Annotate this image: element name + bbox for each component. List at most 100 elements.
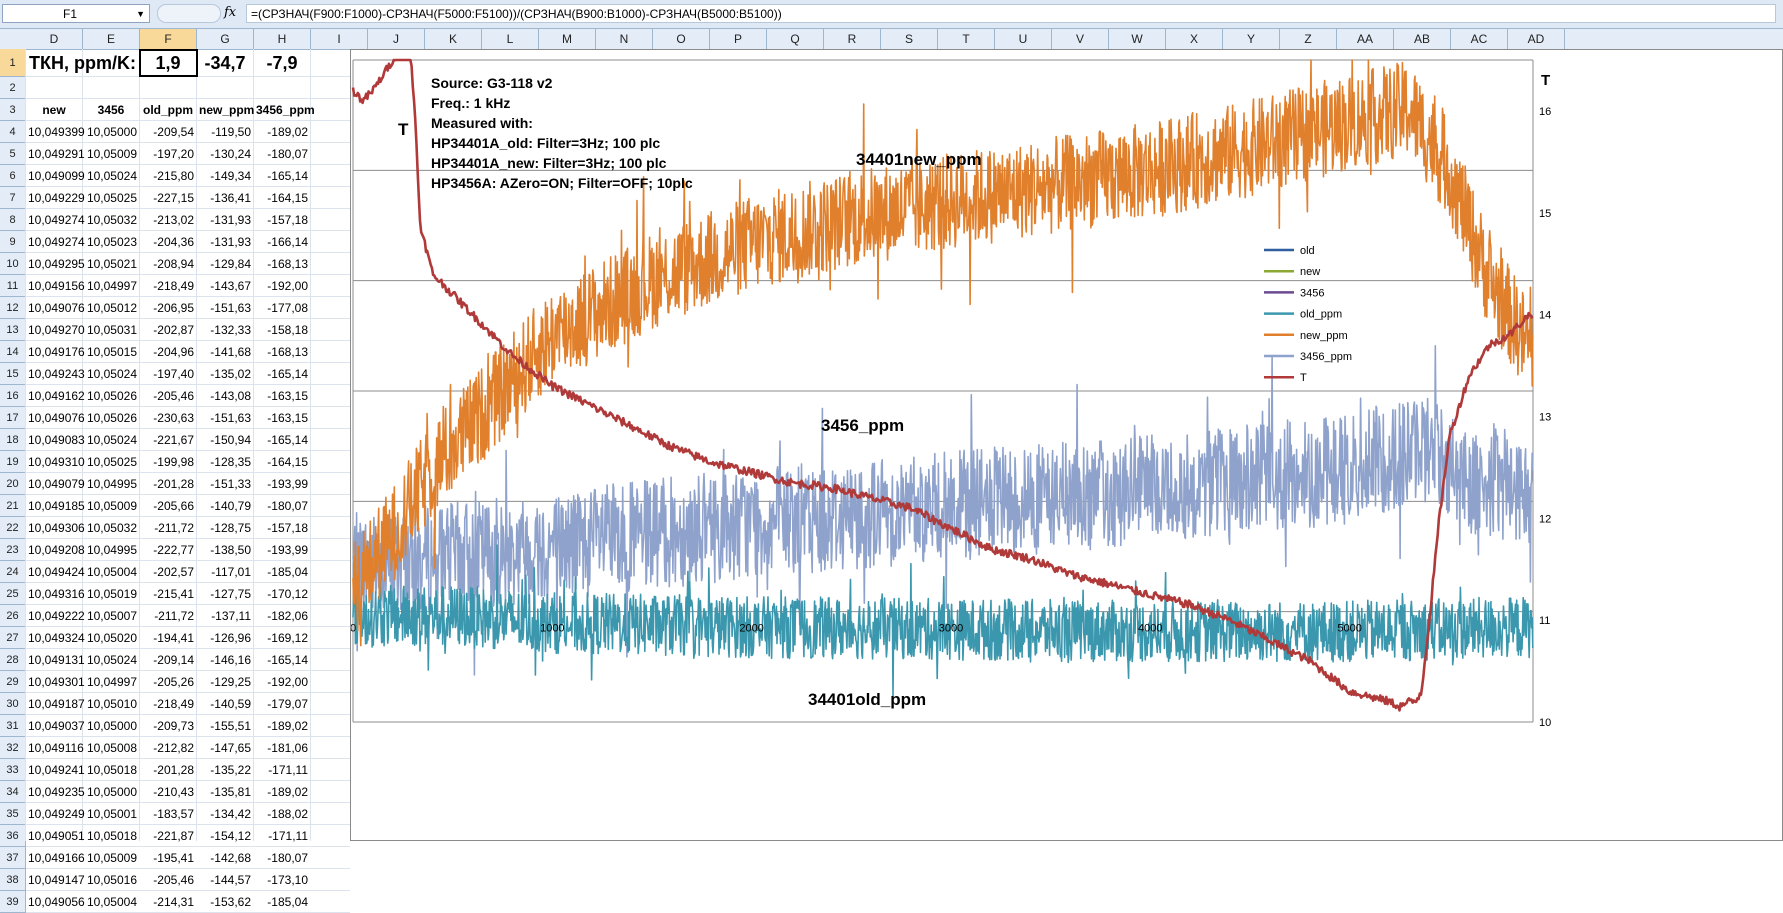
data-cell[interactable]: 10,049208	[28, 543, 85, 557]
data-cell[interactable]: 10,049056	[28, 895, 85, 909]
data-cell[interactable]: 10,049176	[28, 345, 85, 359]
row-header-19[interactable]: 19	[0, 451, 26, 473]
row-header-18[interactable]: 18	[0, 429, 26, 451]
data-cell[interactable]: 10,049324	[28, 631, 85, 645]
data-cell[interactable]: 10,05004	[86, 565, 137, 579]
data-cell[interactable]: -150,94	[210, 433, 251, 447]
data-cell[interactable]: -170,12	[267, 587, 308, 601]
data-cell[interactable]: -146,16	[210, 653, 251, 667]
data-cell[interactable]: -205,26	[153, 675, 194, 689]
column-header-f[interactable]: F	[140, 29, 197, 49]
data-cell[interactable]: 10,049156	[28, 279, 85, 293]
formula-buttons[interactable]	[157, 4, 221, 23]
data-cell[interactable]: 10,05024	[86, 653, 137, 667]
row-header-38[interactable]: 38	[0, 869, 26, 891]
data-cell[interactable]: -171,11	[268, 763, 308, 777]
column-title-e[interactable]: 3456	[97, 103, 125, 117]
chevron-down-icon[interactable]: ▼	[136, 9, 145, 19]
data-cell[interactable]: -163,15	[267, 411, 308, 425]
data-cell[interactable]: 10,05018	[86, 829, 137, 843]
row-header-23[interactable]: 23	[0, 539, 26, 561]
active-cell-cursor[interactable]	[139, 49, 198, 77]
row-header-5[interactable]: 5	[0, 143, 26, 165]
column-header-v[interactable]: V	[1052, 29, 1109, 49]
data-cell[interactable]: 10,049243	[28, 367, 85, 381]
data-cell[interactable]: 10,049399	[28, 125, 85, 139]
data-cell[interactable]: -227,15	[153, 191, 194, 205]
data-cell[interactable]: -180,07	[267, 851, 308, 865]
data-cell[interactable]: -185,04	[267, 895, 308, 909]
column-header-t[interactable]: T	[938, 29, 995, 49]
column-header-ac[interactable]: AC	[1451, 29, 1508, 49]
data-cell[interactable]: -209,73	[153, 719, 194, 733]
data-cell[interactable]: 10,05009	[86, 147, 137, 161]
data-cell[interactable]: 10,05004	[86, 895, 137, 909]
data-cell[interactable]: -209,54	[153, 125, 194, 139]
data-cell[interactable]: 10,05024	[86, 433, 137, 447]
column-header-w[interactable]: W	[1109, 29, 1166, 49]
row-header-20[interactable]: 20	[0, 473, 26, 495]
data-cell[interactable]: -154,12	[210, 829, 251, 843]
function-icon[interactable]: fx	[224, 5, 237, 20]
formula-input[interactable]: =(СРЗНАЧ(F900:F1000)-СРЗНАЧ(F5000:F5100)…	[246, 4, 1776, 23]
data-cell[interactable]: 10,049166	[28, 851, 85, 865]
row-header-25[interactable]: 25	[0, 583, 26, 605]
data-cell[interactable]: -163,15	[267, 389, 308, 403]
data-cell[interactable]: -166,14	[267, 235, 308, 249]
data-cell[interactable]: -181,06	[267, 741, 308, 755]
data-cell[interactable]: -177,08	[267, 301, 308, 315]
column-title-f[interactable]: old_ppm	[143, 103, 193, 117]
data-cell[interactable]: 10,05025	[86, 191, 137, 205]
data-cell[interactable]: 10,05025	[86, 455, 137, 469]
data-cell[interactable]: -141,68	[210, 345, 251, 359]
data-cell[interactable]: 10,05021	[86, 257, 137, 271]
data-cell[interactable]: 10,05012	[86, 301, 137, 315]
row-header-27[interactable]: 27	[0, 627, 26, 649]
data-cell[interactable]: 10,049147	[28, 873, 85, 887]
data-cell[interactable]: 10,05032	[86, 213, 137, 227]
data-cell[interactable]: -143,08	[210, 389, 251, 403]
row-header-24[interactable]: 24	[0, 561, 26, 583]
data-cell[interactable]: -189,02	[267, 785, 308, 799]
row-header-35[interactable]: 35	[0, 803, 26, 825]
data-cell[interactable]: -180,07	[267, 147, 308, 161]
data-cell[interactable]: -197,20	[153, 147, 194, 161]
row-header-29[interactable]: 29	[0, 671, 26, 693]
data-cell[interactable]: -138,50	[210, 543, 251, 557]
data-cell[interactable]: 10,05026	[86, 389, 137, 403]
data-cell[interactable]: 10,05001	[86, 807, 137, 821]
data-cell[interactable]: -147,65	[210, 741, 251, 755]
column-header-i[interactable]: I	[311, 29, 368, 49]
data-cell[interactable]: 10,05009	[86, 851, 137, 865]
data-cell[interactable]: -165,14	[267, 367, 308, 381]
data-cell[interactable]: -204,96	[153, 345, 194, 359]
data-cell[interactable]: -169,12	[267, 631, 308, 645]
data-cell[interactable]: -168,13	[267, 257, 308, 271]
row-header-34[interactable]: 34	[0, 781, 26, 803]
data-cell[interactable]: -158,18	[267, 323, 308, 337]
data-cell[interactable]: -180,07	[267, 499, 308, 513]
data-cell[interactable]: -209,14	[153, 653, 194, 667]
data-cell[interactable]: -197,40	[153, 367, 194, 381]
data-cell[interactable]: -202,87	[153, 323, 194, 337]
data-cell[interactable]: 10,049274	[28, 235, 85, 249]
row-header-7[interactable]: 7	[0, 187, 26, 209]
data-cell[interactable]: 10,049099	[28, 169, 85, 183]
data-cell[interactable]: -205,46	[153, 873, 194, 887]
column-header-l[interactable]: L	[482, 29, 539, 49]
data-cell[interactable]: -230,63	[153, 411, 194, 425]
data-cell[interactable]: -135,22	[210, 763, 251, 777]
data-cell[interactable]: -182,06	[267, 609, 308, 623]
data-cell[interactable]: -136,41	[210, 191, 251, 205]
row-header-12[interactable]: 12	[0, 297, 26, 319]
data-cell[interactable]: 10,04997	[86, 279, 137, 293]
data-cell[interactable]: -140,79	[210, 499, 251, 513]
row-header-22[interactable]: 22	[0, 517, 26, 539]
data-cell[interactable]: -208,94	[153, 257, 194, 271]
data-cell[interactable]: 10,049295	[28, 257, 85, 271]
data-cell[interactable]: -193,99	[267, 477, 308, 491]
data-cell[interactable]: 10,04997	[86, 675, 137, 689]
data-cell[interactable]: 10,049310	[28, 455, 85, 469]
column-header-j[interactable]: J	[368, 29, 425, 49]
column-header-z[interactable]: Z	[1280, 29, 1337, 49]
